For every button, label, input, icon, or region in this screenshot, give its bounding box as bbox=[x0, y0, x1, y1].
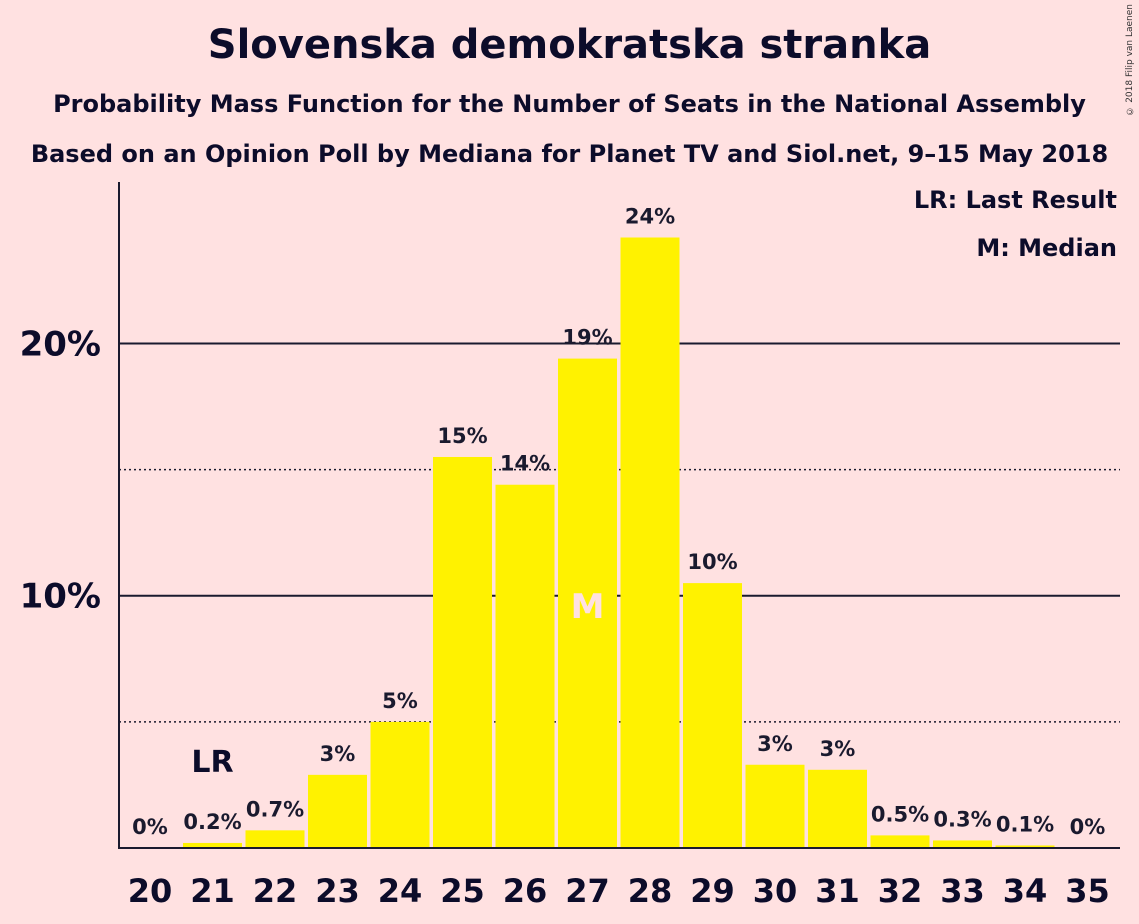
bar-30 bbox=[745, 764, 805, 848]
x-tick-label: 35 bbox=[1065, 872, 1110, 910]
last-result-marker: LR bbox=[191, 745, 233, 780]
data-label-23: 3% bbox=[320, 742, 356, 766]
x-tick-label: 29 bbox=[690, 872, 735, 910]
bar-22 bbox=[245, 830, 305, 848]
data-label-34: 0.1% bbox=[996, 812, 1054, 836]
chart-title: Slovenska demokratska stranka bbox=[207, 22, 932, 68]
chart-source: Based on an Opinion Poll by Mediana for … bbox=[30, 140, 1109, 168]
x-tick-label: 34 bbox=[1003, 872, 1048, 910]
data-label-28: 24% bbox=[625, 205, 675, 229]
data-label-27: 19% bbox=[562, 326, 612, 350]
x-tick-label: 22 bbox=[253, 872, 298, 910]
data-label-22: 0.7% bbox=[246, 797, 304, 821]
bar-27 bbox=[558, 358, 617, 848]
chart-subtitle: Probability Mass Function for the Number… bbox=[53, 90, 1086, 118]
data-label-31: 3% bbox=[820, 737, 856, 761]
x-tick-label: 32 bbox=[878, 872, 923, 910]
x-tick-label: 21 bbox=[190, 872, 235, 910]
data-label-25: 15% bbox=[437, 424, 487, 448]
bar-29 bbox=[683, 583, 742, 848]
data-label-29: 10% bbox=[687, 550, 737, 574]
data-label-33: 0.3% bbox=[933, 807, 991, 831]
data-label-21: 0.2% bbox=[183, 810, 241, 834]
bar-26 bbox=[495, 484, 555, 848]
bar-33 bbox=[933, 840, 992, 848]
y-tick-label: 10% bbox=[20, 577, 101, 617]
bar-32 bbox=[870, 835, 930, 848]
bar-25 bbox=[433, 456, 492, 848]
x-tick-label: 26 bbox=[503, 872, 548, 910]
data-label-26: 14% bbox=[500, 452, 550, 476]
legend-last-result: LR: Last Result bbox=[913, 186, 1117, 214]
data-label-20: 0% bbox=[132, 815, 168, 839]
legend-median: M: Median bbox=[976, 234, 1117, 262]
y-tick-label: 20% bbox=[20, 324, 101, 364]
data-label-30: 3% bbox=[757, 732, 793, 756]
x-tick-label: 25 bbox=[440, 872, 485, 910]
x-tick-label: 28 bbox=[628, 872, 673, 910]
x-tick-label: 27 bbox=[565, 872, 610, 910]
x-tick-label: 24 bbox=[378, 872, 423, 910]
data-label-24: 5% bbox=[382, 689, 418, 713]
median-marker: M bbox=[571, 587, 605, 627]
x-tick-label: 31 bbox=[815, 872, 860, 910]
bar-21 bbox=[183, 842, 242, 848]
x-tick-label: 23 bbox=[315, 872, 360, 910]
x-tick-label: 20 bbox=[128, 872, 173, 910]
bar-24 bbox=[370, 721, 430, 848]
bar-34 bbox=[995, 845, 1055, 848]
data-label-35: 0% bbox=[1070, 815, 1106, 839]
data-label-32: 0.5% bbox=[871, 802, 929, 826]
bar-31 bbox=[808, 769, 867, 848]
x-tick-label: 33 bbox=[940, 872, 985, 910]
x-tick-label: 30 bbox=[753, 872, 798, 910]
bar-23 bbox=[308, 774, 367, 848]
bar-28 bbox=[620, 237, 680, 848]
